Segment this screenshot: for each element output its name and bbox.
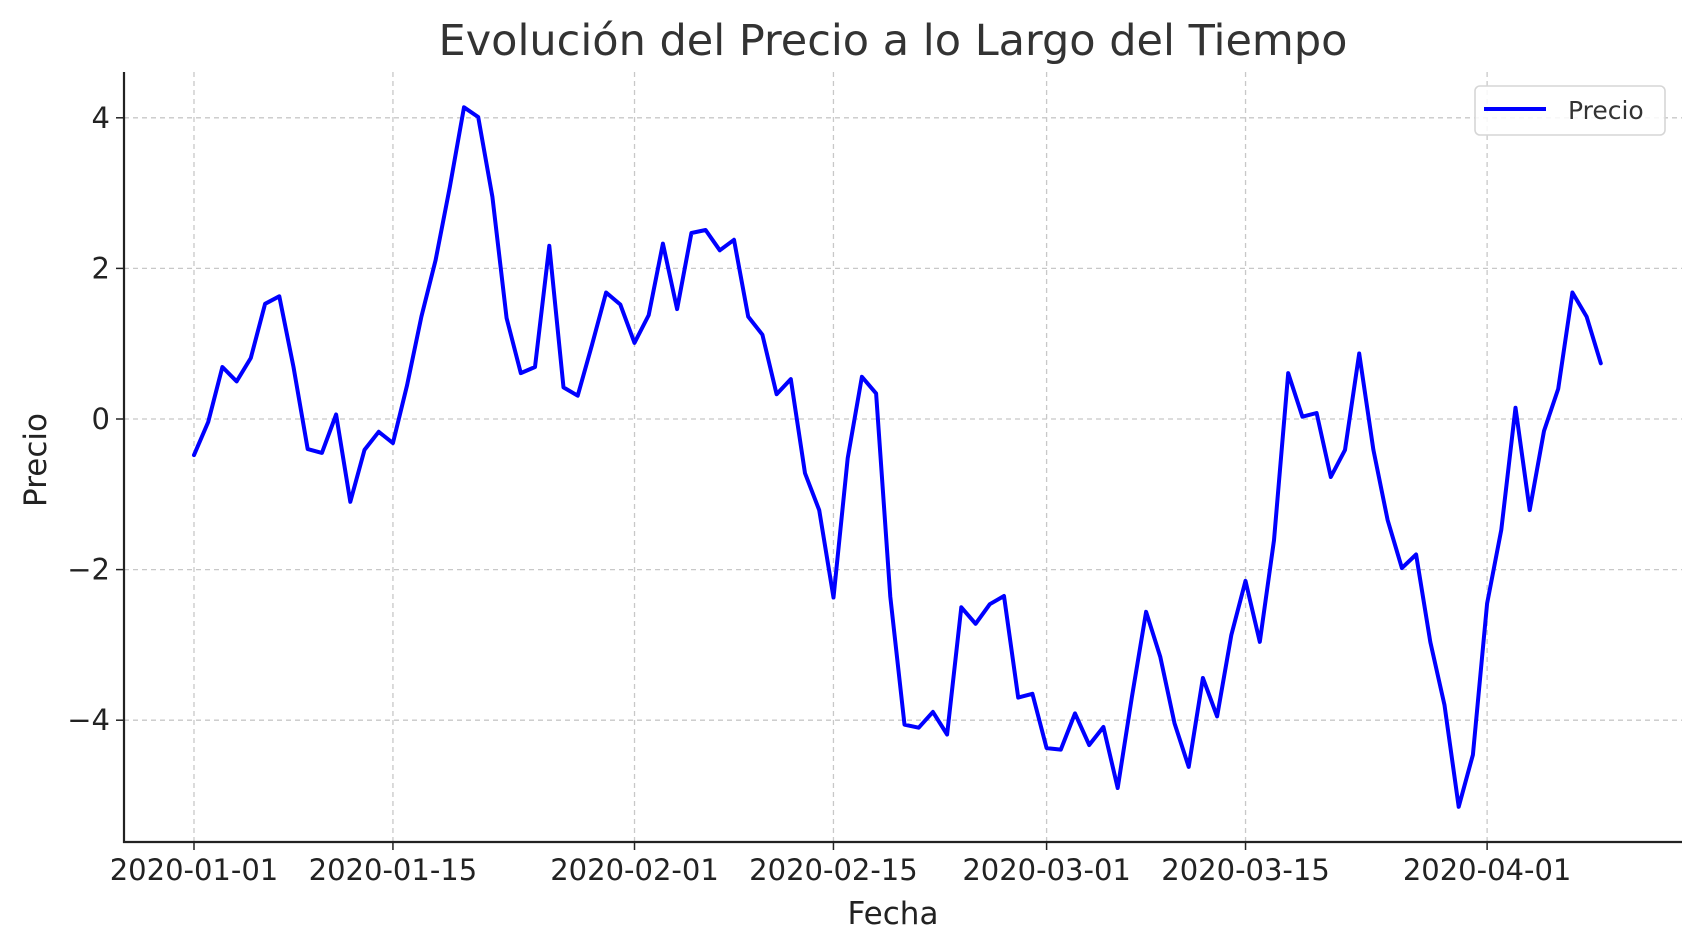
x-tick-label: 2020-03-01: [962, 853, 1131, 887]
x-tick-label: 2020-02-15: [749, 853, 918, 887]
y-tick-labels: 4 2 0 −2 −4: [67, 101, 110, 737]
grid-lines: [124, 72, 1682, 842]
x-tick-labels: 2020-01-01 2020-01-15 2020-02-01 2020-02-15…: [110, 853, 1572, 887]
axis-ticks: [116, 117, 1488, 850]
y-tick-label: −2: [67, 553, 110, 587]
chart-title: Evolución del Precio a lo Largo del Tiem…: [439, 16, 1348, 66]
legend: Precio: [1474, 85, 1666, 136]
legend-box: [1474, 85, 1666, 136]
y-tick-label: 4: [92, 101, 110, 135]
series-line-precio: [192, 105, 1603, 809]
x-tick-label: 2020-01-15: [309, 853, 478, 887]
y-tick-label: 2: [92, 251, 110, 285]
x-axis-label: Fecha: [848, 896, 939, 932]
y-axis-label: Precio: [18, 413, 54, 507]
x-tick-label: 2020-02-01: [550, 853, 719, 887]
y-tick-label: −4: [67, 703, 110, 737]
x-tick-label: 2020-04-01: [1403, 853, 1572, 887]
legend-label: Precio: [1568, 96, 1644, 125]
x-tick-label: 2020-01-01: [110, 853, 279, 887]
y-tick-label: 0: [92, 402, 110, 436]
x-tick-label: 2020-03-15: [1161, 853, 1330, 887]
